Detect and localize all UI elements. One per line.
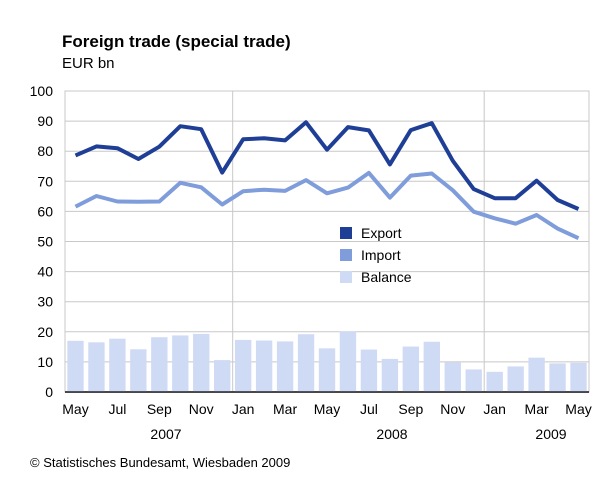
balance-bar (276, 341, 294, 392)
balance-bar (486, 371, 503, 392)
y-tick-label: 100 (30, 83, 54, 99)
x-tick-label: Jan (232, 401, 255, 417)
balance-bar (339, 331, 357, 392)
balance-bar (528, 357, 545, 392)
balance-bar (67, 340, 84, 392)
x-tick-label: Jul (108, 401, 126, 417)
balance-bar (234, 339, 252, 392)
x-tick-label: Mar (525, 401, 549, 417)
x-tick-label: May (314, 401, 340, 417)
balance-bar (570, 362, 587, 392)
y-tick-label: 70 (37, 173, 53, 189)
y-tick-label: 60 (37, 203, 53, 219)
y-tick-label: 90 (37, 113, 53, 129)
legend-swatch-export (340, 227, 352, 239)
y-unit-label: EUR bn (62, 55, 115, 72)
balance-bar (381, 358, 399, 392)
balance-bar (318, 348, 336, 392)
export-line (74, 120, 580, 211)
y-tick-label: 0 (45, 384, 53, 400)
x-tick-label: Sep (398, 401, 423, 417)
balance-bar (255, 340, 273, 392)
balance-bar (193, 333, 210, 392)
balance-bar (88, 342, 105, 392)
balance-bar (444, 362, 461, 392)
x-tick-label: Nov (440, 401, 465, 417)
balance-bar (130, 349, 147, 392)
x-tick-label: Nov (189, 401, 214, 417)
balance-bar (402, 346, 420, 392)
y-tick-label: 80 (37, 143, 53, 159)
year-label: 2009 (535, 426, 566, 442)
y-tick-label: 10 (37, 354, 53, 370)
x-tick-label: May (565, 401, 591, 417)
y-tick-label: 20 (37, 324, 53, 340)
balance-bar (360, 349, 378, 392)
balance-bar (172, 335, 189, 392)
balance-bar (109, 338, 126, 392)
balance-bar (151, 337, 168, 392)
balance-bar (297, 334, 315, 392)
import-line (74, 170, 580, 241)
year-label: 2007 (150, 426, 181, 442)
x-tick-label: Jul (360, 401, 378, 417)
y-tick-label: 30 (37, 294, 53, 310)
credit-line: © Statistisches Bundesamt, Wiesbaden 200… (30, 455, 291, 470)
y-tick-label: 40 (37, 264, 53, 280)
balance-bar (507, 366, 524, 392)
legend-label-import: Import (361, 247, 401, 263)
legend-swatch-import (340, 249, 352, 261)
balance-bar (214, 360, 231, 392)
chart-title: Foreign trade (special trade) (62, 32, 291, 51)
balance-bar (423, 341, 440, 392)
x-tick-label: Sep (147, 401, 172, 417)
x-tick-label: May (62, 401, 88, 417)
y-tick-label: 50 (37, 234, 53, 250)
legend-label-balance: Balance (361, 269, 412, 285)
balance-bar (465, 369, 482, 392)
legend-swatch-balance (340, 271, 352, 283)
legend-label-export: Export (361, 225, 402, 241)
balance-bar (549, 363, 566, 392)
year-label: 2008 (376, 426, 407, 442)
x-tick-label: Mar (273, 401, 297, 417)
x-tick-label: Jan (483, 401, 506, 417)
